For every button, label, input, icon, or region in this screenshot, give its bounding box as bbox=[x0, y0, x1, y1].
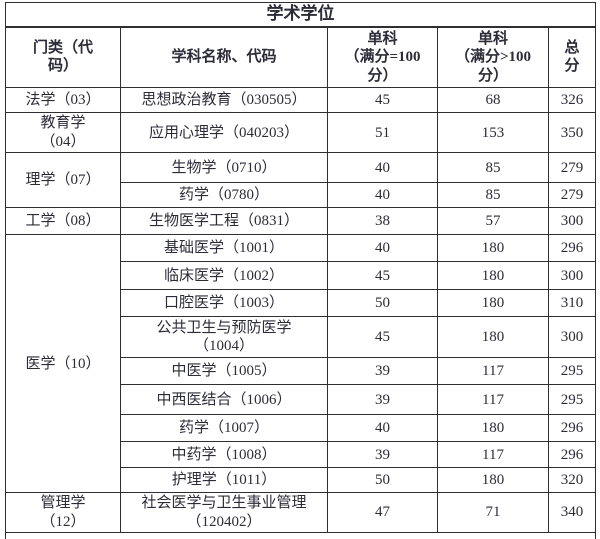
score-single-100: 39 bbox=[327, 384, 438, 416]
score-total: 279 bbox=[547, 152, 597, 184]
table-row: 药学（1007） 40 180 296 bbox=[6, 414, 597, 443]
score-single-gt100: 180 bbox=[437, 261, 549, 291]
header-category: 门类（代 码） bbox=[5, 26, 121, 89]
table-row: 药学（0780） 40 85 279 bbox=[6, 182, 597, 209]
score-single-gt100: 117 bbox=[437, 441, 549, 469]
category-cell: 理学（07） bbox=[5, 152, 121, 209]
score-single-gt100: 57 bbox=[437, 207, 549, 236]
score-single-gt100: 180 bbox=[437, 289, 549, 318]
subject-cell: 中药学（1008） bbox=[120, 441, 328, 469]
subject-cell: 药学（1007） bbox=[120, 414, 328, 443]
empty-cutoff-cell bbox=[4, 531, 597, 539]
score-total: 350 bbox=[547, 112, 597, 154]
subject-cell: 临床医学（1002） bbox=[120, 261, 328, 291]
score-single-100: 45 bbox=[327, 87, 438, 114]
table-row: 教育学 （04） 应用心理学（040203） 51 153 350 bbox=[5, 112, 597, 154]
table-row: 中西医结合（1006） 39 117 295 bbox=[6, 384, 597, 416]
score-total: 320 bbox=[547, 467, 597, 494]
score-total: 300 bbox=[547, 261, 597, 291]
table-header-row: 门类（代 码） 学科名称、代码 单科 （满分=100 分） 单科 （满分>100… bbox=[5, 26, 597, 89]
score-total: 279 bbox=[547, 182, 597, 209]
score-single-100: 40 bbox=[327, 234, 438, 263]
score-total: 326 bbox=[547, 87, 597, 114]
score-single-gt100: 153 bbox=[437, 112, 549, 154]
header-total: 总 分 bbox=[547, 26, 597, 89]
category-cell: 教育学 （04） bbox=[5, 112, 121, 154]
score-single-gt100: 180 bbox=[437, 414, 549, 443]
header-single-100: 单科 （满分=100 分） bbox=[327, 26, 438, 89]
score-single-gt100: 180 bbox=[437, 316, 549, 359]
score-single-gt100: 117 bbox=[437, 357, 549, 386]
subject-cell: 基础医学（1001） bbox=[120, 234, 328, 263]
score-single-100: 51 bbox=[327, 112, 438, 154]
category-cell: 法学（03） bbox=[5, 87, 121, 114]
table-title-row: 学术学位 bbox=[4, 1, 597, 28]
header-subject: 学科名称、代码 bbox=[120, 26, 328, 89]
score-total: 295 bbox=[547, 384, 597, 416]
table-row: 护理学（1011） 50 180 320 bbox=[6, 467, 597, 494]
score-single-100: 50 bbox=[327, 289, 438, 318]
subject-cell: 生物医学工程（0831） bbox=[120, 207, 328, 236]
subject-cell: 口腔医学（1003） bbox=[120, 289, 328, 318]
table-row: 口腔医学（1003） 50 180 310 bbox=[6, 289, 597, 318]
table-row: 医学（10） 基础医学（1001） 40 180 296 bbox=[5, 234, 597, 494]
score-total: 295 bbox=[547, 357, 597, 386]
subject-cell: 中西医结合（1006） bbox=[120, 384, 328, 416]
table-row: 理学（07） 生物学（0710） 40 85 279 bbox=[5, 152, 597, 209]
table-row: 中医学（1005） 39 117 295 bbox=[6, 357, 597, 386]
score-total: 296 bbox=[547, 441, 597, 469]
table-row: 管理学 （12） 社会医学与卫生事业管理 （120402） 47 71 340 bbox=[5, 492, 597, 533]
score-single-gt100: 68 bbox=[437, 87, 549, 114]
table-row: 临床医学（1002） 45 180 300 bbox=[6, 261, 597, 291]
table-row: 公共卫生与预防医学 （1004） 45 180 300 bbox=[6, 316, 597, 359]
score-total: 340 bbox=[547, 492, 597, 533]
subject-cell: 护理学（1011） bbox=[120, 467, 328, 494]
subject-cell: 社会医学与卫生事业管理 （120402） bbox=[120, 492, 328, 533]
subject-cell: 生物学（0710） bbox=[120, 152, 328, 184]
score-single-gt100: 85 bbox=[437, 152, 549, 184]
score-single-gt100: 117 bbox=[437, 384, 549, 416]
score-total: 310 bbox=[547, 289, 597, 318]
header-single-gt100: 单科 （满分>100 分） bbox=[437, 26, 549, 89]
subject-cell: 公共卫生与预防医学 （1004） bbox=[120, 316, 328, 359]
table-row: 工学（08） 生物医学工程（0831） 38 57 300 bbox=[5, 207, 597, 236]
score-single-gt100: 180 bbox=[437, 467, 549, 494]
score-total: 300 bbox=[547, 316, 597, 359]
score-single-100: 38 bbox=[327, 207, 438, 236]
category-cell: 管理学 （12） bbox=[5, 492, 121, 533]
table-row: 中药学（1008） 39 117 296 bbox=[6, 441, 597, 469]
score-single-100: 39 bbox=[327, 357, 438, 386]
subject-cell: 中医学（1005） bbox=[120, 357, 328, 386]
table-title: 学术学位 bbox=[4, 1, 597, 28]
score-single-100: 40 bbox=[327, 414, 438, 443]
score-single-gt100: 71 bbox=[437, 492, 549, 533]
score-single-100: 39 bbox=[327, 441, 438, 469]
score-single-100: 47 bbox=[327, 492, 438, 533]
category-cell: 工学（08） bbox=[5, 207, 121, 236]
score-single-100: 40 bbox=[327, 152, 438, 184]
table-row: 法学（03） 思想政治教育（030505） 45 68 326 bbox=[5, 87, 597, 114]
score-single-100: 50 bbox=[327, 467, 438, 494]
score-single-100: 40 bbox=[327, 182, 438, 209]
score-total: 296 bbox=[547, 414, 597, 443]
score-total: 296 bbox=[547, 234, 597, 263]
score-total: 300 bbox=[547, 207, 597, 236]
subject-cell: 应用心理学（040203） bbox=[120, 112, 328, 154]
score-single-gt100: 180 bbox=[437, 234, 549, 263]
score-single-100: 45 bbox=[327, 316, 438, 359]
table-row-cutoff bbox=[4, 531, 597, 539]
score-single-gt100: 85 bbox=[437, 182, 549, 209]
score-table: 学术学位 门类（代 码） 学科名称、代码 单科 （满分=100 分） 单科 （满… bbox=[4, 1, 597, 539]
subject-cell: 思想政治教育（030505） bbox=[120, 87, 328, 114]
score-single-100: 45 bbox=[327, 261, 438, 291]
subject-cell: 药学（0780） bbox=[120, 182, 328, 209]
category-cell: 医学（10） bbox=[5, 234, 121, 494]
